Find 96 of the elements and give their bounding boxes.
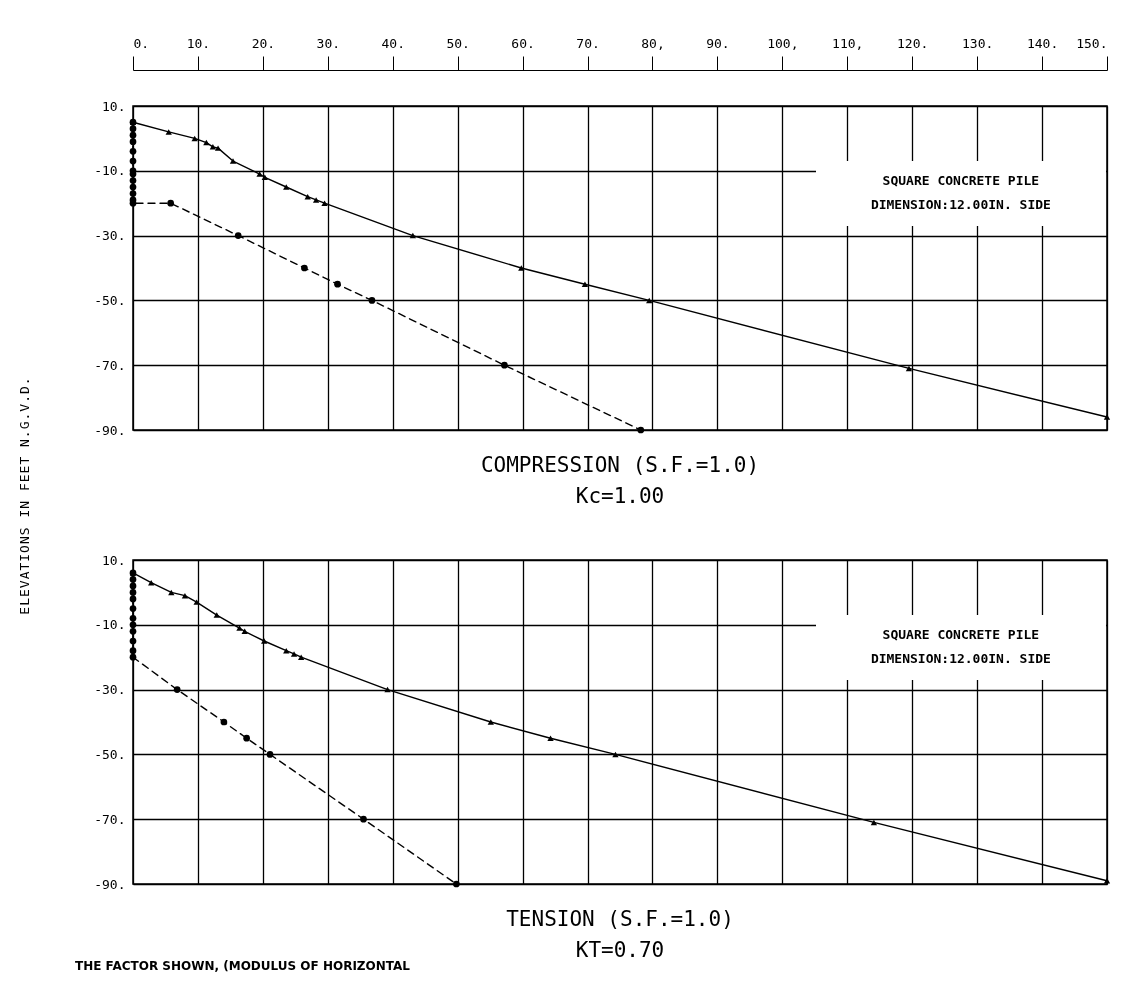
- text: Kc=1.00: [575, 484, 665, 508]
- point: [453, 880, 460, 888]
- point: [129, 177, 137, 184]
- x-tick-label: 40.: [381, 35, 405, 51]
- point: [637, 426, 645, 434]
- y-tick-label: -70.: [94, 811, 126, 827]
- point: [290, 651, 298, 657]
- point: [487, 719, 494, 725]
- point: [167, 199, 175, 207]
- point: [360, 815, 367, 823]
- point: [129, 627, 137, 635]
- x-tick-label: 130.: [961, 35, 994, 51]
- point: [214, 145, 222, 151]
- point: [905, 365, 913, 372]
- point: [229, 158, 237, 164]
- point: [256, 171, 263, 177]
- point: [129, 582, 137, 590]
- point: [129, 157, 137, 165]
- point: [129, 647, 137, 655]
- y-tick-label: -50.: [94, 746, 126, 762]
- point: [168, 589, 175, 596]
- point: [234, 232, 242, 239]
- x-tick-label: 60.: [511, 35, 535, 51]
- x-tick-label: 20.: [251, 35, 276, 51]
- annotation: SQUARE CONCRETE PILE DIMENSION:12.00IN. SIDE: [815, 161, 1106, 226]
- point: [129, 653, 137, 661]
- y-tick-label: -70.: [94, 357, 126, 373]
- point: [581, 281, 589, 287]
- point: [129, 183, 137, 191]
- point: [243, 734, 250, 742]
- y-tick-label: -30.: [94, 228, 126, 244]
- x-tick-label: 100,: [767, 35, 799, 51]
- point: [870, 819, 878, 826]
- y-tick-label: -10.: [94, 163, 126, 179]
- x-tick-label: 120.: [897, 35, 929, 51]
- x-tick-label: 90.: [706, 35, 730, 51]
- point: [261, 174, 268, 181]
- point: [409, 232, 417, 239]
- y-tick-label: -50.: [94, 292, 126, 308]
- text: TENSION (S.F.=1.0): [506, 907, 734, 931]
- point: [129, 138, 137, 145]
- point: [129, 637, 137, 645]
- text: KT=0.70: [575, 938, 665, 962]
- point: [191, 135, 198, 142]
- point: [321, 200, 328, 206]
- point: [129, 589, 137, 596]
- x-tick-label: 110,: [832, 35, 864, 51]
- y-tick-label: -90.: [94, 876, 126, 892]
- point: [220, 718, 228, 726]
- point: [312, 197, 320, 203]
- y-tick-label: -90.: [94, 422, 126, 438]
- point: [213, 612, 220, 618]
- text: COMPRESSION (S.F.=1.0): [480, 453, 760, 477]
- point: [129, 595, 137, 603]
- point: [334, 280, 341, 288]
- x-tick-label: 10.: [186, 35, 211, 51]
- point: [129, 131, 137, 139]
- y-tick-label: -10.: [94, 617, 126, 633]
- x-tick-label: 140.: [1026, 35, 1059, 51]
- y-tick-label: -30.: [94, 682, 126, 698]
- point: [165, 129, 172, 135]
- point: [518, 265, 525, 271]
- point: [129, 605, 137, 612]
- y-axis-title: ELEVATIONS IN FEET N.G.V.D.: [16, 375, 32, 615]
- point: [241, 628, 248, 635]
- x-tick-label: 70.: [576, 35, 600, 51]
- point: [129, 621, 137, 629]
- x-tick-label: 80,: [641, 35, 665, 51]
- point: [236, 625, 243, 631]
- y-tick-label: 10.: [102, 552, 126, 568]
- y-tick-label: 10.: [102, 98, 126, 114]
- point: [283, 184, 290, 190]
- point: [129, 125, 137, 133]
- point: [209, 144, 217, 150]
- point: [1103, 414, 1111, 420]
- point: [368, 297, 376, 304]
- point: [612, 751, 619, 758]
- point: [501, 361, 508, 369]
- annotation: SQUARE CONCRETE PILE DIMENSION:12.00IN. SIDE: [815, 615, 1106, 680]
- text: THE FACTOR SHOWN, (MODULUS OF HORIZONTAL: [75, 959, 410, 973]
- point: [193, 599, 200, 605]
- point: [298, 654, 305, 660]
- point: [129, 576, 137, 583]
- x-tick-label: 50.: [446, 35, 470, 51]
- x-tick-label: 30.: [316, 35, 341, 51]
- point: [547, 735, 554, 741]
- x-tick-label: 150.: [1076, 35, 1108, 51]
- x-tick-label: 0.: [133, 35, 150, 51]
- point: [261, 638, 268, 644]
- point: [301, 264, 308, 272]
- point: [129, 190, 137, 197]
- point: [646, 297, 653, 304]
- point: [129, 614, 137, 622]
- point: [266, 751, 274, 758]
- point: [129, 148, 137, 155]
- point: [173, 686, 181, 693]
